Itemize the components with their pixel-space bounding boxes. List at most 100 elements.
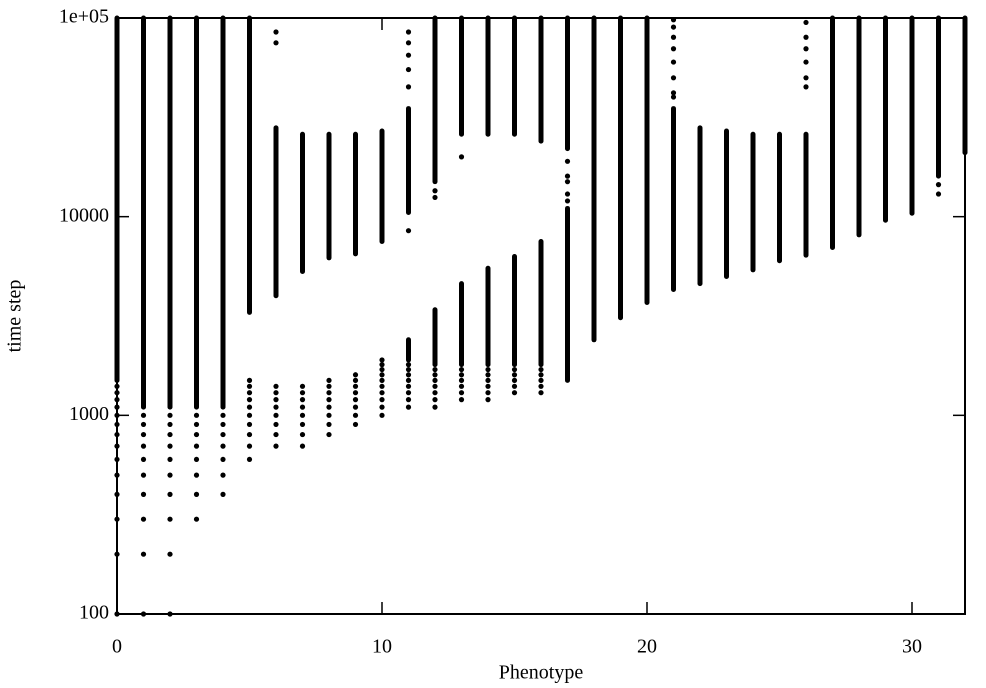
point <box>485 390 491 396</box>
point <box>246 412 253 418</box>
point <box>511 366 518 373</box>
y-tick-label: 100 <box>79 602 109 624</box>
point <box>432 366 438 373</box>
point <box>114 404 120 410</box>
point <box>193 443 200 449</box>
point <box>326 431 332 438</box>
point <box>220 443 226 449</box>
point <box>538 390 544 396</box>
point <box>458 154 465 160</box>
y-tick-label: 10000 <box>59 204 109 226</box>
point <box>511 372 518 378</box>
point <box>803 75 809 81</box>
point <box>167 472 173 478</box>
point <box>167 516 173 522</box>
point <box>352 372 359 378</box>
point <box>273 397 279 403</box>
point <box>379 357 385 363</box>
point <box>352 412 359 418</box>
x-tick-label: 30 <box>902 636 922 658</box>
point <box>670 75 677 81</box>
point <box>140 421 147 428</box>
x-tick-label: 20 <box>637 636 657 658</box>
point <box>326 390 332 396</box>
point <box>246 383 253 389</box>
x-tick-label: 0 <box>112 636 122 658</box>
x-axis-label: Phenotype <box>499 662 584 684</box>
point <box>299 421 306 428</box>
point <box>114 412 120 418</box>
point <box>114 456 120 463</box>
point <box>405 40 412 46</box>
point <box>167 421 173 428</box>
x-tick-label: 10 <box>372 636 392 658</box>
point <box>564 179 571 185</box>
point <box>299 431 306 438</box>
point <box>379 366 385 373</box>
point <box>167 443 173 449</box>
point <box>114 491 120 497</box>
point <box>326 412 332 418</box>
point <box>485 383 491 389</box>
point <box>379 362 385 368</box>
point <box>299 412 306 418</box>
point <box>220 491 226 497</box>
point <box>670 59 677 65</box>
point <box>114 390 120 396</box>
point <box>326 383 332 389</box>
point <box>246 390 253 396</box>
point <box>246 397 253 403</box>
point <box>538 377 544 383</box>
point <box>193 491 200 497</box>
point <box>538 372 544 378</box>
point <box>803 84 809 90</box>
point <box>220 472 226 478</box>
y-axis-label: time step <box>4 280 26 353</box>
point <box>114 472 120 478</box>
point <box>273 404 279 410</box>
point <box>114 383 120 389</box>
point <box>379 397 385 403</box>
point <box>564 158 571 164</box>
point <box>405 404 412 410</box>
point <box>670 34 677 40</box>
y-tick-label: 1e+05 <box>59 6 109 28</box>
point <box>458 383 465 389</box>
point <box>352 397 359 403</box>
point <box>803 59 809 65</box>
point <box>379 404 385 410</box>
point <box>458 372 465 378</box>
point <box>670 24 677 30</box>
point <box>352 383 359 389</box>
point <box>167 611 173 617</box>
point <box>405 362 412 368</box>
point <box>432 188 438 194</box>
point <box>803 46 809 52</box>
point <box>140 456 147 463</box>
point <box>352 404 359 410</box>
point <box>193 472 200 478</box>
point <box>246 421 253 428</box>
point <box>458 377 465 383</box>
point <box>273 383 279 389</box>
point <box>935 182 942 188</box>
point <box>485 372 491 378</box>
point <box>140 412 147 418</box>
point <box>538 366 544 373</box>
point <box>458 397 465 403</box>
point <box>405 397 412 403</box>
point <box>379 390 385 396</box>
point <box>140 491 147 497</box>
point <box>114 551 120 557</box>
point <box>405 372 412 378</box>
point <box>246 443 253 449</box>
point <box>299 404 306 410</box>
point <box>803 34 809 40</box>
point <box>405 390 412 396</box>
point <box>246 377 253 383</box>
point <box>432 372 438 378</box>
y-tick-label: 1000 <box>69 403 109 425</box>
point <box>432 390 438 396</box>
point <box>352 377 359 383</box>
